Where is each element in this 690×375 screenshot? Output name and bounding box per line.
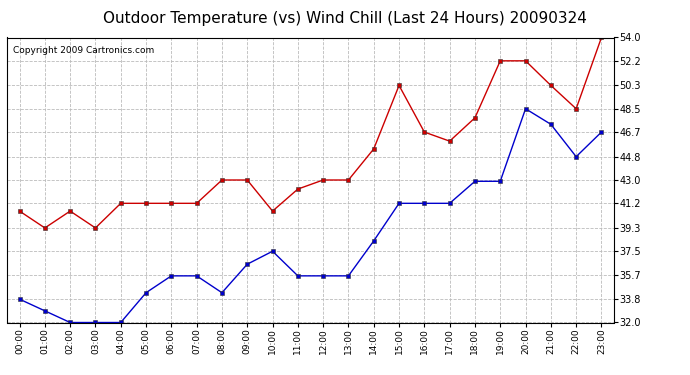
Text: Copyright 2009 Cartronics.com: Copyright 2009 Cartronics.com — [13, 46, 155, 55]
Text: Outdoor Temperature (vs) Wind Chill (Last 24 Hours) 20090324: Outdoor Temperature (vs) Wind Chill (Las… — [103, 11, 587, 26]
